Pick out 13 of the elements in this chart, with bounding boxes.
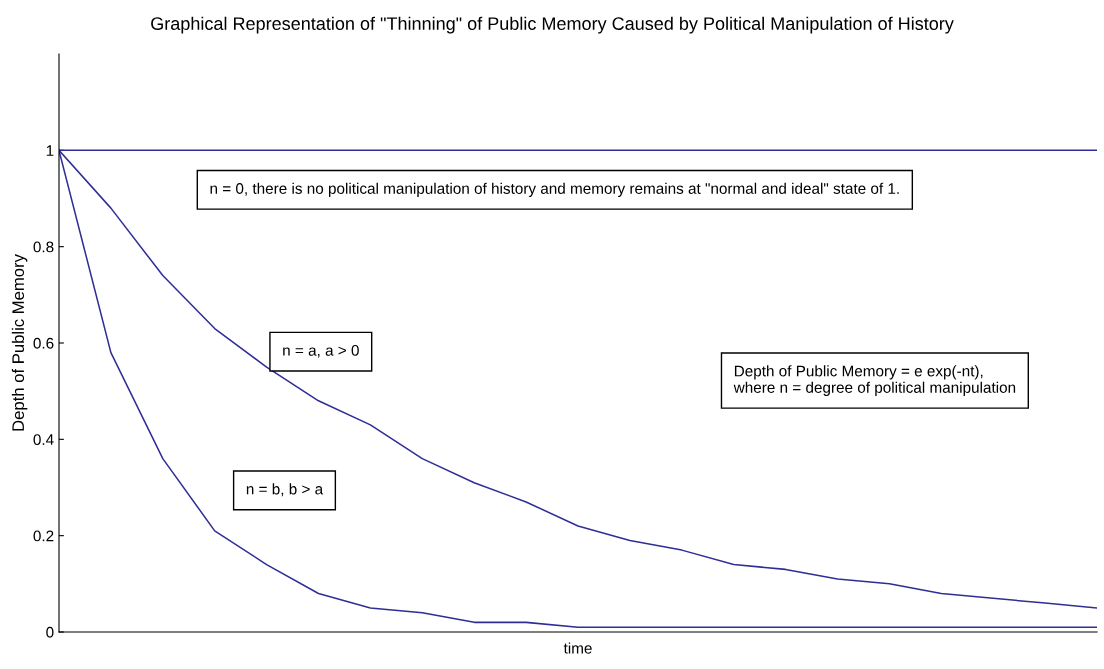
y-tick-label: 0.8 <box>33 241 54 253</box>
annotation: Depth of Public Memory = e exp(-nt), where n = degree of political manipulation <box>733 365 1016 396</box>
x-axis-title: time <box>563 642 592 654</box>
y-tick-label: 0.6 <box>33 337 54 349</box>
y-tick-label: 1 <box>46 145 54 156</box>
chart-title: Graphical Representation of "Thinning" of Public Memory Caused by Political Manipulation of History <box>151 16 954 34</box>
annotation: n = a, a > 0 <box>283 344 359 358</box>
y-tick-label: 0 <box>46 626 54 638</box>
y-axis-title: Depth of Public Memory <box>11 254 28 431</box>
annotation: n = 0, there is no political manipulation of history and memory remains at "normal and ideal" state of 1. <box>210 182 899 197</box>
annotation: n = b, b > a <box>246 483 324 497</box>
y-tick-label: 0.2 <box>33 530 54 542</box>
y-tick-label: 0.4 <box>33 434 54 446</box>
